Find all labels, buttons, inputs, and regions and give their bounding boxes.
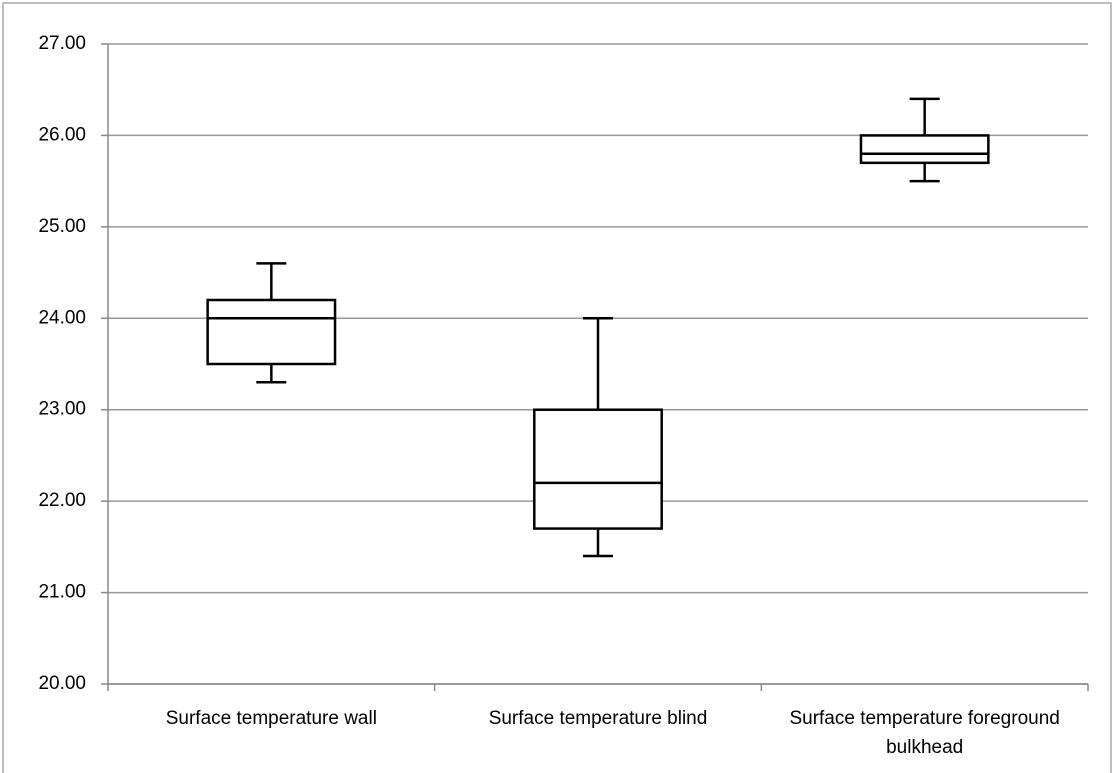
y-tick-label: 22.00 xyxy=(38,490,86,511)
y-tick-label: 23.00 xyxy=(38,399,86,420)
y-tick-label: 20.00 xyxy=(38,673,86,694)
x-tick-label: Surface temperature foreground bulkhead xyxy=(789,708,1060,758)
box xyxy=(859,134,990,165)
y-tick-label: 21.00 xyxy=(38,582,86,603)
y-tick-label: 24.00 xyxy=(38,307,86,328)
box xyxy=(206,298,337,366)
y-tick-label: 26.00 xyxy=(38,124,86,145)
y-tick-label: 27.00 xyxy=(38,33,86,54)
x-tick-label: Surface temperature wall xyxy=(165,708,377,729)
y-tick-label: 25.00 xyxy=(38,216,86,237)
box xyxy=(533,408,663,530)
x-tick-label: Surface temperature blind xyxy=(488,708,708,729)
